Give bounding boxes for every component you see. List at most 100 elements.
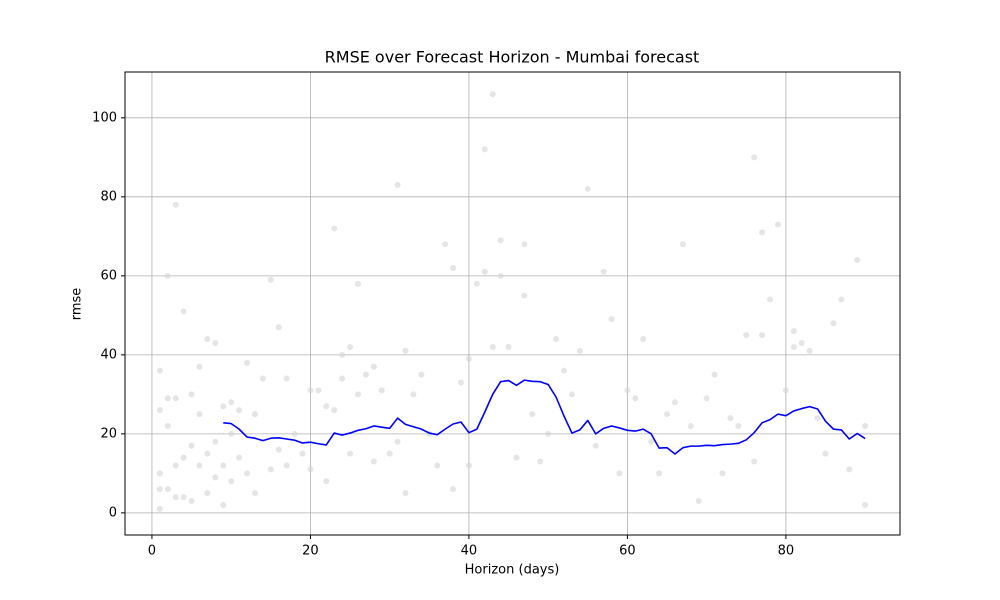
scatter-point bbox=[806, 347, 813, 354]
scatter-point bbox=[798, 340, 805, 347]
scatter-point bbox=[172, 462, 179, 469]
scatter-point bbox=[251, 411, 258, 418]
scatter-point bbox=[378, 387, 385, 394]
x-tick-label: 20 bbox=[302, 544, 319, 559]
scatter-point bbox=[172, 395, 179, 402]
scatter-point bbox=[782, 387, 789, 394]
scatter-point bbox=[354, 280, 361, 287]
scatter-point bbox=[521, 241, 528, 248]
x-axis-label: Horizon (days) bbox=[465, 563, 560, 578]
scatter-point bbox=[434, 462, 441, 469]
scatter-point bbox=[370, 458, 377, 465]
scatter-point bbox=[180, 454, 187, 461]
scatter-point bbox=[299, 450, 306, 457]
scatter-point bbox=[196, 363, 203, 370]
scatter-point bbox=[759, 332, 766, 339]
scatter-point bbox=[410, 391, 417, 398]
scatter-point bbox=[204, 490, 211, 497]
scatter-point bbox=[465, 462, 472, 469]
scatter-point bbox=[450, 486, 457, 493]
scatter-point bbox=[814, 415, 821, 422]
scatter-point bbox=[521, 292, 528, 299]
scatter-point bbox=[172, 201, 179, 208]
scatter-point bbox=[561, 367, 568, 374]
scatter-point bbox=[489, 343, 496, 350]
scatter-point bbox=[196, 411, 203, 418]
x-tick-label: 60 bbox=[619, 544, 636, 559]
scatter-point bbox=[418, 371, 425, 378]
scatter-point bbox=[307, 387, 314, 394]
scatter-point bbox=[751, 458, 758, 465]
x-tick-label: 80 bbox=[778, 544, 795, 559]
scatter-point bbox=[664, 411, 671, 418]
scatter-point bbox=[640, 336, 647, 343]
scatter-point bbox=[236, 454, 243, 461]
scatter-point bbox=[156, 407, 163, 414]
scatter-point bbox=[275, 324, 282, 331]
scatter-point bbox=[481, 268, 488, 275]
axes-frame bbox=[124, 71, 901, 536]
scatter-point bbox=[394, 181, 401, 188]
scatter-point bbox=[339, 351, 346, 358]
scatter-point bbox=[671, 399, 678, 406]
scatter-point bbox=[220, 501, 227, 508]
scatter-point bbox=[450, 264, 457, 271]
scatter-point bbox=[774, 221, 781, 228]
scatter-point bbox=[347, 343, 354, 350]
scatter-point bbox=[505, 343, 512, 350]
scatter-point bbox=[600, 268, 607, 275]
scatter-point bbox=[323, 478, 330, 485]
scatter-point bbox=[537, 458, 544, 465]
scatter-point bbox=[236, 407, 243, 414]
scatter-point bbox=[362, 371, 369, 378]
scatter-point bbox=[854, 257, 861, 264]
scatter-point bbox=[822, 450, 829, 457]
y-tick-label: 20 bbox=[100, 426, 117, 441]
scatter-point bbox=[790, 343, 797, 350]
y-tick-label: 100 bbox=[92, 110, 117, 125]
scatter-point bbox=[616, 470, 623, 477]
scatter-point bbox=[188, 442, 195, 449]
scatter-point bbox=[759, 229, 766, 236]
scatter-point bbox=[830, 320, 837, 327]
scatter-point bbox=[212, 340, 219, 347]
scatter-point bbox=[608, 316, 615, 323]
scatter-point bbox=[862, 422, 869, 429]
scatter-point bbox=[711, 371, 718, 378]
scatter-point bbox=[331, 225, 338, 232]
scatter-point bbox=[465, 355, 472, 362]
scatter-point bbox=[553, 336, 560, 343]
scatter-point bbox=[497, 237, 504, 244]
scatter-point bbox=[347, 450, 354, 457]
chart-title: RMSE over Forecast Horizon - Mumbai fore… bbox=[325, 48, 700, 67]
scatter-point bbox=[156, 486, 163, 493]
scatter-point bbox=[767, 296, 774, 303]
scatter-point bbox=[354, 391, 361, 398]
scatter-point bbox=[513, 454, 520, 461]
scatter-point bbox=[529, 411, 536, 418]
scatter-point bbox=[727, 415, 734, 422]
scatter-point bbox=[283, 462, 290, 469]
scatter-point bbox=[156, 470, 163, 477]
scatter-point bbox=[687, 422, 694, 429]
scatter-point bbox=[164, 486, 171, 493]
scatter-point bbox=[402, 490, 409, 497]
scatter-point bbox=[220, 403, 227, 410]
scatter-point bbox=[632, 395, 639, 402]
scatter-point bbox=[196, 462, 203, 469]
scatter-point bbox=[339, 375, 346, 382]
y-tick-label: 40 bbox=[100, 347, 117, 362]
scatter-point bbox=[172, 494, 179, 501]
scatter-point bbox=[743, 332, 750, 339]
scatter-point bbox=[695, 498, 702, 505]
scatter-point bbox=[751, 154, 758, 161]
scatter-point bbox=[228, 430, 235, 437]
scatter-point bbox=[251, 490, 258, 497]
scatter-point bbox=[862, 501, 869, 508]
scatter-point bbox=[164, 422, 171, 429]
scatter-point bbox=[315, 387, 322, 394]
scatter-point bbox=[291, 430, 298, 437]
scatter-point bbox=[656, 470, 663, 477]
